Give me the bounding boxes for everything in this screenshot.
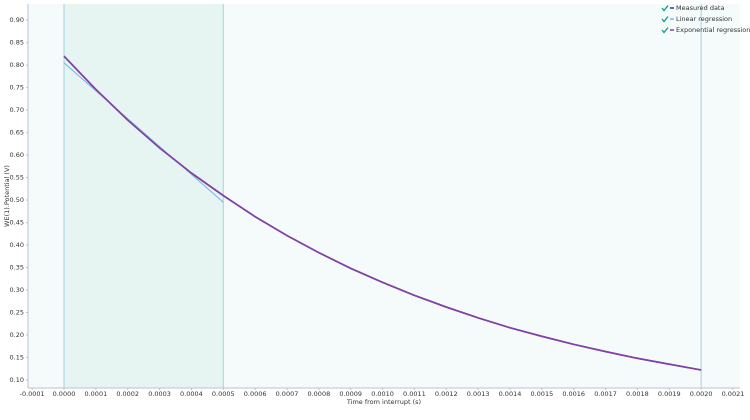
x-tick-label: 0.0009 [339, 390, 362, 398]
x-tick-label: 0.0005 [212, 390, 235, 398]
x-tick-label: 0.0012 [435, 390, 458, 398]
y-tick-label: 0.90 [10, 16, 24, 24]
y-tick-label: 0.60 [10, 151, 24, 159]
legend-checkbox[interactable] [661, 5, 669, 12]
y-tick-label: 0.15 [10, 353, 24, 361]
x-tick-label: 0.0007 [276, 390, 299, 398]
legend-label[interactable]: Linear regression [676, 15, 732, 23]
x-tick-label: 0.0010 [371, 390, 394, 398]
y-tick-label: 0.10 [10, 376, 24, 384]
x-tick-label: 0.0006 [244, 390, 267, 398]
x-tick-label: 0.0013 [467, 390, 490, 398]
fit-range [63, 4, 224, 388]
x-tick-label: 0.0008 [307, 390, 330, 398]
x-tick-label: 0.0021 [722, 390, 745, 398]
x-tick-label: 0.0001 [84, 390, 107, 398]
y-tick-label: 0.35 [10, 263, 24, 271]
x-tick-label: 0.0016 [562, 390, 585, 398]
x-tick-label: 0.0019 [658, 390, 681, 398]
x-tick-label: 0.0004 [180, 390, 203, 398]
y-tick-label: 0.85 [10, 39, 24, 47]
y-tick-label: 0.70 [10, 106, 24, 114]
y-tick-label: 0.80 [10, 61, 24, 69]
x-axis-label: Time from interrupt (s) [346, 398, 421, 406]
legend-checkbox[interactable] [661, 16, 669, 23]
y-tick-label: 0.55 [10, 174, 24, 182]
legend-label[interactable]: Measured data [676, 4, 724, 12]
y-tick-label: 0.30 [10, 286, 24, 294]
x-tick-label: 0.0018 [626, 390, 649, 398]
y-tick-label: 0.40 [10, 241, 24, 249]
x-tick-label: 0.0014 [499, 390, 522, 398]
y-tick-label: 0.50 [10, 196, 24, 204]
y-tick-label: 0.65 [10, 129, 24, 137]
legend-checkbox[interactable] [661, 27, 669, 34]
x-tick-label: 0.0002 [116, 390, 139, 398]
x-tick-label: 0.0003 [148, 390, 171, 398]
series-line [63, 55, 702, 371]
x-tick-label: 0.0000 [53, 390, 76, 398]
series-line [63, 62, 224, 203]
y-axis-label: WE(1).Potential (V) [3, 165, 11, 227]
legend-label[interactable]: Exponential regression [676, 26, 750, 34]
y-tick-label: 0.45 [10, 219, 24, 227]
y-tick-label: 0.75 [10, 84, 24, 92]
x-tick-label: 0.0011 [403, 390, 426, 398]
x-tick-label: -0.0001 [20, 390, 45, 398]
x-tick-label: 0.0020 [690, 390, 713, 398]
y-tick-label: 0.20 [10, 331, 24, 339]
x-tick-label: 0.0015 [530, 390, 553, 398]
y-tick-label: 0.25 [10, 308, 24, 316]
x-tick-label: 0.0017 [594, 390, 617, 398]
